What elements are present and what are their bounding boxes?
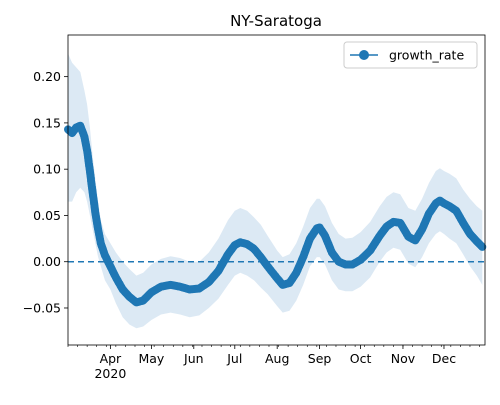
y-tick-label: −0.05 <box>23 300 61 315</box>
y-tick-label: 0.05 <box>33 208 61 223</box>
chart-title: NY-Saratoga <box>230 12 322 30</box>
x-tick-label: Sep <box>308 351 332 366</box>
x-tick-label: Jun <box>183 351 204 366</box>
legend-box <box>343 41 478 69</box>
x-tick-label: Dec <box>432 351 456 366</box>
y-tick-label: 0.10 <box>33 162 61 177</box>
plot-area <box>64 34 487 346</box>
x-tick-label: Oct <box>350 351 372 366</box>
confidence-band-layer <box>68 53 483 329</box>
x-tick-label: May <box>138 351 164 366</box>
data-point <box>478 242 487 251</box>
legend: growth_rate <box>343 41 478 69</box>
y-tick-label: 0.15 <box>33 115 61 130</box>
x-tick-sublabel: 2020 <box>94 366 126 381</box>
series-layer <box>64 121 487 307</box>
y-axis: 0.20 0.15 0.10 0.05 0.00 −0.05 <box>23 69 68 315</box>
legend-marker-swatch <box>359 50 369 60</box>
x-tick-label: Jul <box>226 351 242 366</box>
confidence-band <box>68 53 483 329</box>
y-tick-label: 0.20 <box>33 69 61 84</box>
x-tick-label: Nov <box>391 351 416 366</box>
y-tick-label: 0.00 <box>33 254 61 269</box>
legend-label: growth_rate <box>389 48 464 63</box>
x-tick-label: Apr <box>100 351 122 366</box>
x-tick-label: Aug <box>265 351 289 366</box>
plot-frame <box>67 34 486 346</box>
